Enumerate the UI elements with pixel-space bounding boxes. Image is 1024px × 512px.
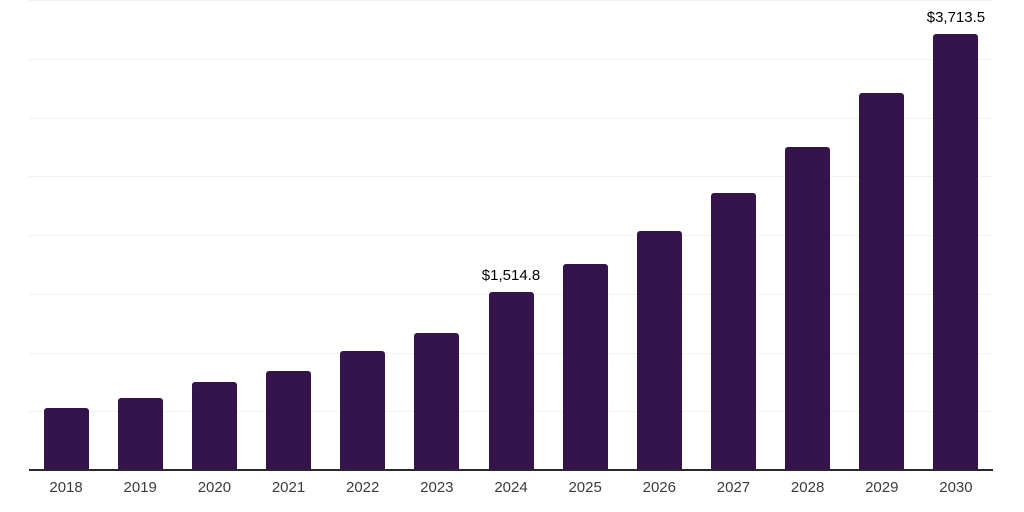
gridline-4000 xyxy=(29,0,993,1)
gridline-3000 xyxy=(29,117,993,119)
gridline-3500 xyxy=(29,58,993,60)
x-tick-2029: 2029 xyxy=(865,479,899,496)
x-tick-2030: 2030 xyxy=(939,479,973,496)
x-tick-2027: 2027 xyxy=(716,479,751,496)
bar-2026 xyxy=(636,231,682,470)
gridline-2000 xyxy=(29,235,993,236)
bar-2022 xyxy=(340,351,386,470)
x-tick-2020: 2020 xyxy=(197,479,232,496)
bar-2027 xyxy=(710,192,756,470)
x-tick-2021: 2021 xyxy=(271,479,306,496)
x-tick-2019: 2019 xyxy=(123,479,157,496)
bar-2030 xyxy=(933,33,979,470)
value-label-2030: $3,713.5 xyxy=(926,8,986,26)
x-tick-2024: 2024 xyxy=(494,479,528,496)
value-label-2024: $1,514.8 xyxy=(481,267,541,284)
bar-2025 xyxy=(562,264,608,470)
gridline-2500 xyxy=(29,176,993,178)
x-tick-2018: 2018 xyxy=(49,479,83,496)
x-tick-2023: 2023 xyxy=(420,479,454,496)
x-tick-2025: 2025 xyxy=(568,479,602,496)
x-tick-2022: 2022 xyxy=(346,479,380,496)
bar-2019 xyxy=(117,397,163,470)
bar-2020 xyxy=(191,382,237,470)
bar-2024 xyxy=(488,292,534,470)
x-tick-2028: 2028 xyxy=(790,479,825,496)
bar-2021 xyxy=(266,371,312,470)
plot-area: $1,514.8 $3,713.5 xyxy=(29,0,993,471)
bar-2029 xyxy=(859,93,905,470)
x-tick-2026: 2026 xyxy=(642,479,676,496)
x-axis-line xyxy=(29,469,993,471)
bar-2018 xyxy=(43,407,89,470)
bar-2028 xyxy=(785,146,831,470)
bar-2023 xyxy=(414,332,460,470)
